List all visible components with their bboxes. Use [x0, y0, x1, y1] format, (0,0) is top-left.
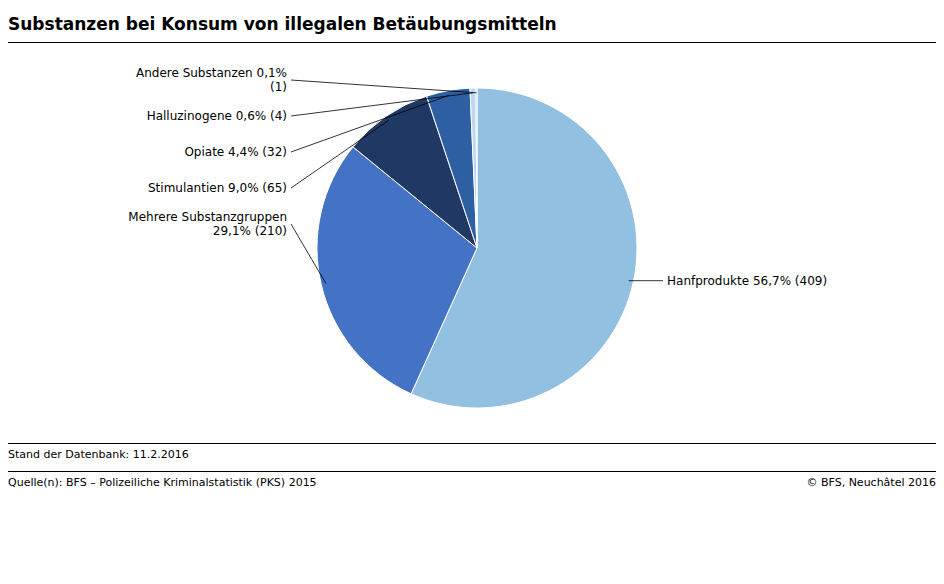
svg-text:Mehrere Substanzgruppen29,1% (: Mehrere Substanzgruppen29,1% (210) [128, 210, 287, 238]
html-text:© BFS, Neuchâtel 2016: © BFS, Neuchâtel 2016 [806, 476, 936, 489]
html-text:Stand der Datenbank: 11.2.2016: Stand der Datenbank: 11.2.2016 [8, 448, 189, 461]
svg-text:Andere Substanzen 0,1%(1): Andere Substanzen 0,1%(1) [136, 66, 287, 94]
html-text:Quelle(n): BFS – Polizeiliche: Quelle(n): BFS – Polizeiliche Kriminalst… [8, 476, 317, 489]
svg-text:Hanfprodukte 56,7% (409): Hanfprodukte 56,7% (409) [667, 274, 827, 288]
svg-text:Opiate 4,4% (32): Opiate 4,4% (32) [184, 145, 287, 159]
svg-text:Stimulantien 9,0% (65): Stimulantien 9,0% (65) [148, 181, 287, 195]
html-text:Substanzen bei Konsum von ille: Substanzen bei Konsum von illegalen Betä… [8, 14, 557, 34]
svg-text:Halluzinogene 0,6% (4): Halluzinogene 0,6% (4) [147, 109, 287, 123]
